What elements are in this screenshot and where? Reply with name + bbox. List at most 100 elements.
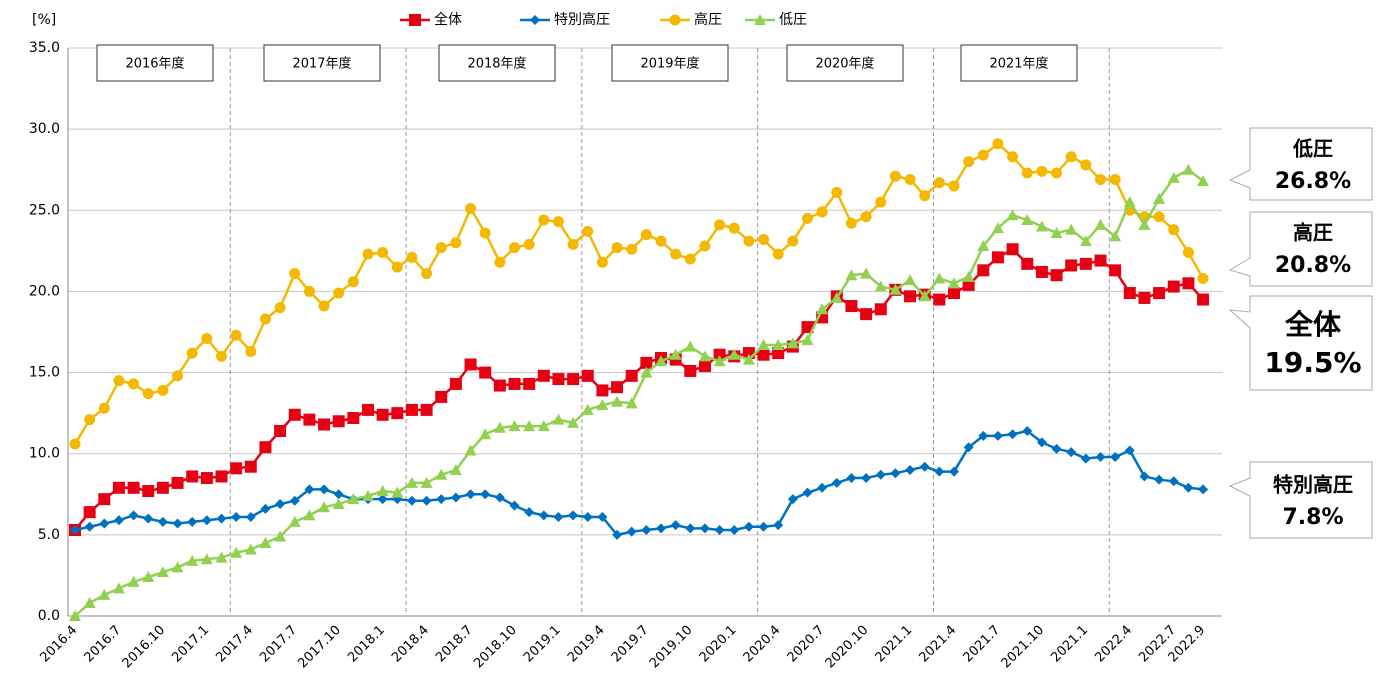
fiscal-box bbox=[438, 44, 556, 82]
marker bbox=[493, 421, 506, 433]
marker bbox=[435, 468, 448, 480]
callout-value: 7.8% bbox=[1282, 505, 1343, 530]
marker bbox=[1109, 173, 1121, 185]
marker bbox=[729, 524, 740, 535]
marker bbox=[1022, 425, 1033, 436]
marker bbox=[244, 460, 257, 473]
marker bbox=[421, 268, 433, 280]
marker bbox=[596, 399, 609, 411]
marker bbox=[1109, 230, 1122, 242]
marker bbox=[405, 403, 418, 416]
marker bbox=[509, 500, 520, 511]
marker bbox=[713, 355, 726, 367]
callout-name: 高圧 bbox=[1293, 221, 1333, 245]
marker bbox=[260, 503, 271, 514]
callout-name: 低圧 bbox=[1292, 137, 1333, 161]
marker bbox=[523, 238, 535, 250]
marker bbox=[449, 377, 462, 390]
marker bbox=[582, 512, 593, 523]
marker bbox=[845, 217, 857, 229]
marker bbox=[684, 364, 697, 377]
marker bbox=[362, 403, 374, 416]
marker bbox=[816, 303, 829, 315]
y-tick-label: 30.0 bbox=[29, 121, 60, 137]
y-tick-label: 20.0 bbox=[29, 283, 60, 299]
marker bbox=[596, 384, 609, 397]
marker bbox=[699, 523, 710, 534]
marker bbox=[288, 515, 301, 527]
marker bbox=[754, 14, 766, 25]
marker bbox=[128, 510, 139, 521]
marker bbox=[596, 256, 608, 268]
marker bbox=[347, 412, 360, 425]
marker bbox=[977, 239, 990, 251]
marker bbox=[421, 495, 432, 506]
marker bbox=[656, 523, 666, 534]
marker bbox=[230, 329, 242, 341]
y-tick-label: 5.0 bbox=[38, 527, 60, 543]
x-tick-label: 2018.10 bbox=[471, 623, 520, 672]
x-tick-label: 2018.4 bbox=[389, 623, 432, 666]
marker bbox=[992, 430, 1003, 441]
marker bbox=[831, 186, 843, 198]
marker bbox=[1109, 264, 1122, 277]
marker bbox=[904, 173, 916, 185]
fiscal-label: 2016年度 bbox=[125, 56, 184, 72]
fiscal-label: 2020年度 bbox=[815, 56, 874, 72]
marker bbox=[860, 267, 873, 279]
marker bbox=[581, 403, 594, 415]
marker bbox=[347, 493, 360, 505]
x-tick-label: 2021.1 bbox=[1048, 623, 1091, 666]
callout-box bbox=[1228, 295, 1373, 391]
marker bbox=[962, 278, 975, 291]
marker bbox=[1167, 171, 1180, 183]
marker bbox=[332, 498, 345, 510]
marker bbox=[801, 334, 814, 346]
marker bbox=[303, 413, 316, 426]
marker bbox=[1094, 254, 1107, 267]
legend-label: 高圧 bbox=[694, 11, 722, 28]
marker bbox=[186, 347, 198, 359]
marker bbox=[552, 413, 565, 425]
marker bbox=[743, 521, 754, 532]
x-tick-label: 2018.1 bbox=[345, 623, 388, 666]
marker bbox=[640, 366, 653, 378]
marker bbox=[655, 355, 667, 367]
marker bbox=[963, 442, 974, 453]
marker bbox=[1021, 257, 1034, 270]
marker bbox=[172, 518, 183, 529]
marker bbox=[244, 543, 257, 555]
marker bbox=[919, 461, 930, 472]
marker bbox=[962, 270, 975, 282]
y-unit: [%] bbox=[32, 12, 56, 28]
marker bbox=[1110, 451, 1121, 462]
marker bbox=[1050, 269, 1063, 282]
marker bbox=[347, 276, 359, 288]
marker bbox=[625, 369, 638, 382]
marker bbox=[435, 242, 447, 254]
marker bbox=[552, 373, 565, 386]
marker bbox=[1123, 196, 1136, 208]
marker bbox=[757, 338, 770, 350]
x-tick-label: 2019.10 bbox=[647, 623, 696, 672]
marker bbox=[508, 420, 521, 432]
fiscal-box bbox=[611, 44, 729, 82]
marker bbox=[1182, 246, 1194, 258]
marker bbox=[406, 251, 418, 263]
series-line bbox=[74, 429, 1204, 537]
marker bbox=[1197, 175, 1210, 187]
marker bbox=[231, 512, 242, 523]
marker bbox=[1007, 429, 1018, 440]
marker bbox=[362, 489, 374, 501]
marker bbox=[669, 348, 682, 360]
marker bbox=[156, 566, 169, 578]
marker bbox=[831, 477, 842, 488]
x-tick-label: 2019.7 bbox=[609, 623, 652, 666]
marker bbox=[1124, 445, 1135, 456]
marker bbox=[391, 486, 404, 498]
marker bbox=[1006, 209, 1019, 221]
marker bbox=[493, 379, 506, 392]
y-tick-label: 10.0 bbox=[29, 446, 60, 462]
marker bbox=[1153, 192, 1166, 204]
marker bbox=[948, 277, 960, 289]
